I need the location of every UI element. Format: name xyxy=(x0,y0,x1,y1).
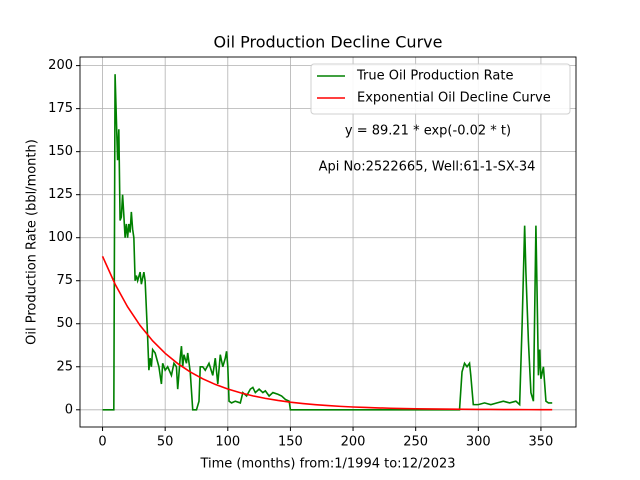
annotation: Api No:2522665, Well:61-1-SX-34 xyxy=(319,160,536,175)
y-axis-label: Oil Production Rate (bbl/month) xyxy=(25,139,40,345)
x-axis-label: Time (months) from:1/1994 to:12/2023 xyxy=(199,457,455,472)
x-tick-label: 300 xyxy=(466,435,491,450)
y-tick-label: 175 xyxy=(48,101,73,116)
y-tick-label: 125 xyxy=(48,187,73,202)
x-tick-label: 350 xyxy=(529,435,554,450)
y-tick-label: 25 xyxy=(56,359,73,374)
y-tick-label: 150 xyxy=(48,144,73,159)
legend-label: Exponential Oil Decline Curve xyxy=(357,91,551,106)
x-tick-label: 0 xyxy=(98,435,106,450)
legend-label: True Oil Production Rate xyxy=(356,69,513,84)
series-line xyxy=(102,74,553,411)
y-tick-label: 100 xyxy=(48,230,73,245)
y-tick-label: 200 xyxy=(48,58,73,73)
x-tick-label: 250 xyxy=(403,435,428,450)
x-tick-label: 50 xyxy=(157,435,174,450)
legend-box xyxy=(310,63,571,115)
plot-frame xyxy=(79,56,577,428)
x-tick-label: 200 xyxy=(341,435,366,450)
chart-title: Oil Production Decline Curve xyxy=(214,33,443,52)
x-tick-label: 100 xyxy=(215,435,240,450)
y-tick-label: 0 xyxy=(65,402,73,417)
annotation: y = 89.21 * exp(-0.02 * t) xyxy=(345,124,511,139)
y-tick-label: 50 xyxy=(56,316,73,331)
y-tick-label: 75 xyxy=(56,273,73,288)
series-line xyxy=(101,255,553,411)
x-tick-label: 150 xyxy=(278,435,303,450)
